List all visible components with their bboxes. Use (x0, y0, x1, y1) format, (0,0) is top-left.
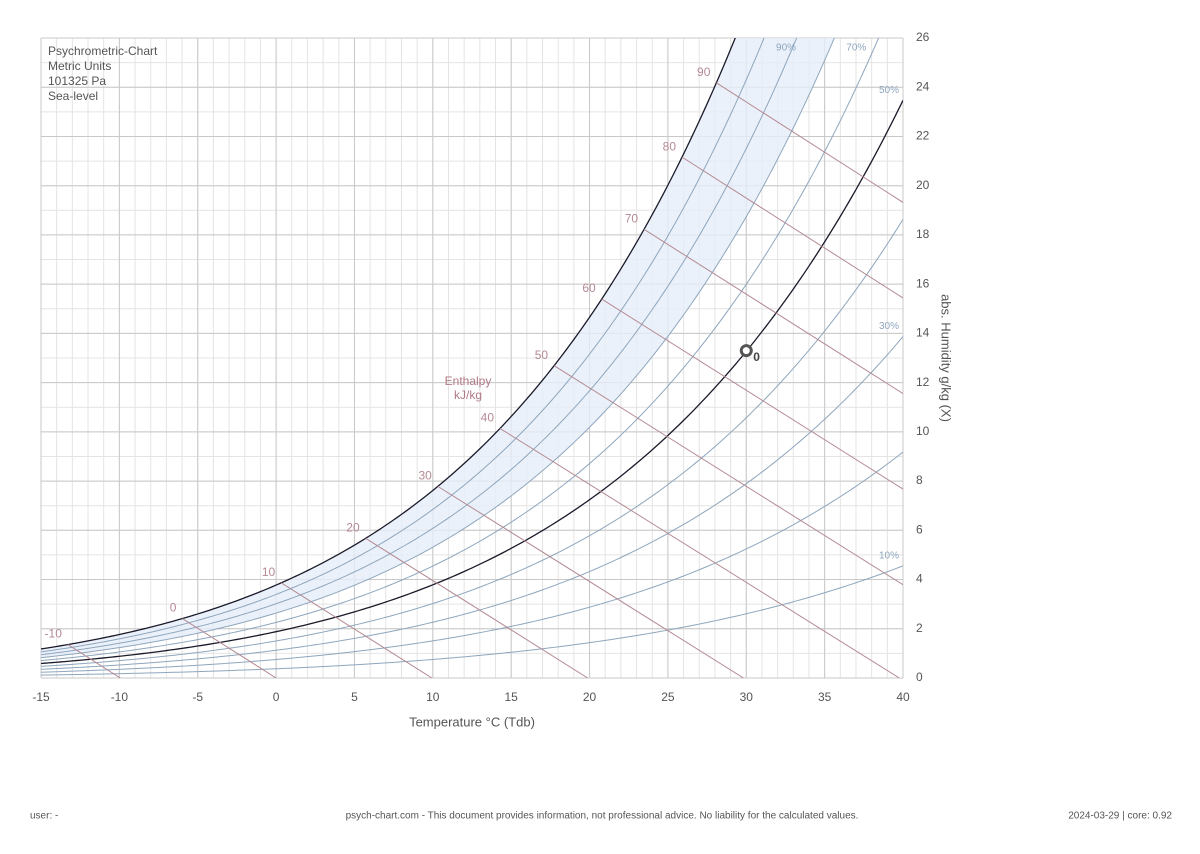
x-tick-label: 25 (661, 690, 675, 704)
enthalpy-label: 80 (663, 139, 677, 153)
enthalpy-line (553, 365, 903, 586)
enthalpy-label: 10 (262, 565, 276, 579)
title-line: Psychrometric-Chart (48, 44, 158, 58)
title-line: Metric Units (48, 59, 111, 73)
y-tick-label: 20 (916, 178, 930, 192)
enthalpy-line (280, 582, 433, 678)
enthalpy-line (681, 156, 903, 299)
enthalpy-title: Enthalpy (445, 374, 492, 388)
enthalpy-line (643, 228, 903, 394)
rh-label: 50% (879, 85, 899, 96)
enthalpy-label: 60 (582, 281, 596, 295)
x-tick-label: 10 (426, 690, 440, 704)
y-tick-label: 26 (916, 30, 930, 44)
enthalpy-line (365, 537, 588, 678)
enthalpy-label: 50 (535, 348, 549, 362)
x-tick-label: 30 (740, 690, 754, 704)
rh-curve (41, 565, 903, 676)
y-tick-label: 14 (916, 326, 930, 340)
footer-center: psych-chart.com - This document provides… (346, 811, 859, 822)
rh-label: 10% (879, 550, 899, 561)
y-tick-label: 0 (916, 670, 923, 684)
enthalpy-label: 20 (346, 520, 360, 534)
enthalpy-line (67, 644, 121, 678)
rh-curve (41, 38, 835, 659)
y-tick-label: 2 (916, 621, 923, 635)
y-tick-label: 16 (916, 276, 930, 290)
x-axis-label: Temperature °C (Tdb) (409, 714, 535, 729)
rh-label: 70% (846, 43, 866, 54)
enthalpy-line (499, 427, 900, 678)
saturation-shading (41, 38, 835, 658)
rh-curve (41, 38, 880, 662)
rh-curve (41, 38, 765, 653)
enthalpy-label: 90 (697, 65, 711, 79)
enthalpy-line (716, 82, 903, 203)
enthalpy-line (601, 298, 903, 490)
rh-label: 90% (776, 43, 796, 54)
x-tick-label: 40 (896, 690, 910, 704)
x-tick-label: -5 (192, 690, 203, 704)
enthalpy-label: 40 (481, 411, 495, 425)
state-point-label: 0 (753, 350, 760, 364)
y-tick-label: 18 (916, 227, 930, 241)
y-tick-label: 10 (916, 424, 930, 438)
x-tick-label: -15 (32, 690, 50, 704)
y-tick-label: 22 (916, 129, 930, 143)
y-tick-label: 4 (916, 572, 923, 586)
title-line: Sea-level (48, 89, 98, 103)
rh-label: 30% (879, 321, 899, 332)
y-tick-label: 24 (916, 79, 930, 93)
enthalpy-label: 0 (170, 601, 177, 615)
y-axis-label: abs. Humidity g/kg (X) (939, 294, 954, 422)
title-line: 101325 Pa (48, 74, 106, 88)
enthalpy-title: kJ/kg (454, 388, 482, 402)
x-tick-label: 35 (818, 690, 832, 704)
footer-right: 2024-03-29 | core: 0.92 (1068, 811, 1172, 822)
rh-curve (41, 336, 903, 670)
x-tick-label: 5 (351, 690, 358, 704)
x-tick-label: 20 (583, 690, 597, 704)
y-tick-label: 12 (916, 375, 930, 389)
y-tick-label: 8 (916, 473, 923, 487)
y-tick-label: 6 (916, 522, 923, 536)
rh-curve (41, 219, 903, 667)
rh-curve (41, 38, 798, 656)
x-tick-label: 0 (273, 690, 280, 704)
labels: -15 -10 -5 0 5 10 15 20 25 30 35 400246810121416182… (32, 30, 929, 704)
rh-curve (41, 100, 903, 665)
curves (41, 38, 903, 678)
state-point (739, 344, 753, 358)
enthalpy-label: -10 (45, 627, 63, 641)
enthalpy-label: 30 (418, 469, 432, 483)
enthalpy-line (182, 618, 277, 678)
rh-curve (41, 451, 903, 673)
x-tick-label: 15 (505, 690, 519, 704)
rh-curve (41, 38, 736, 650)
enthalpy-label: 70 (625, 212, 639, 226)
footer-left: user: - (30, 811, 58, 822)
enthalpy-line (437, 485, 744, 678)
x-tick-label: -10 (111, 690, 129, 704)
